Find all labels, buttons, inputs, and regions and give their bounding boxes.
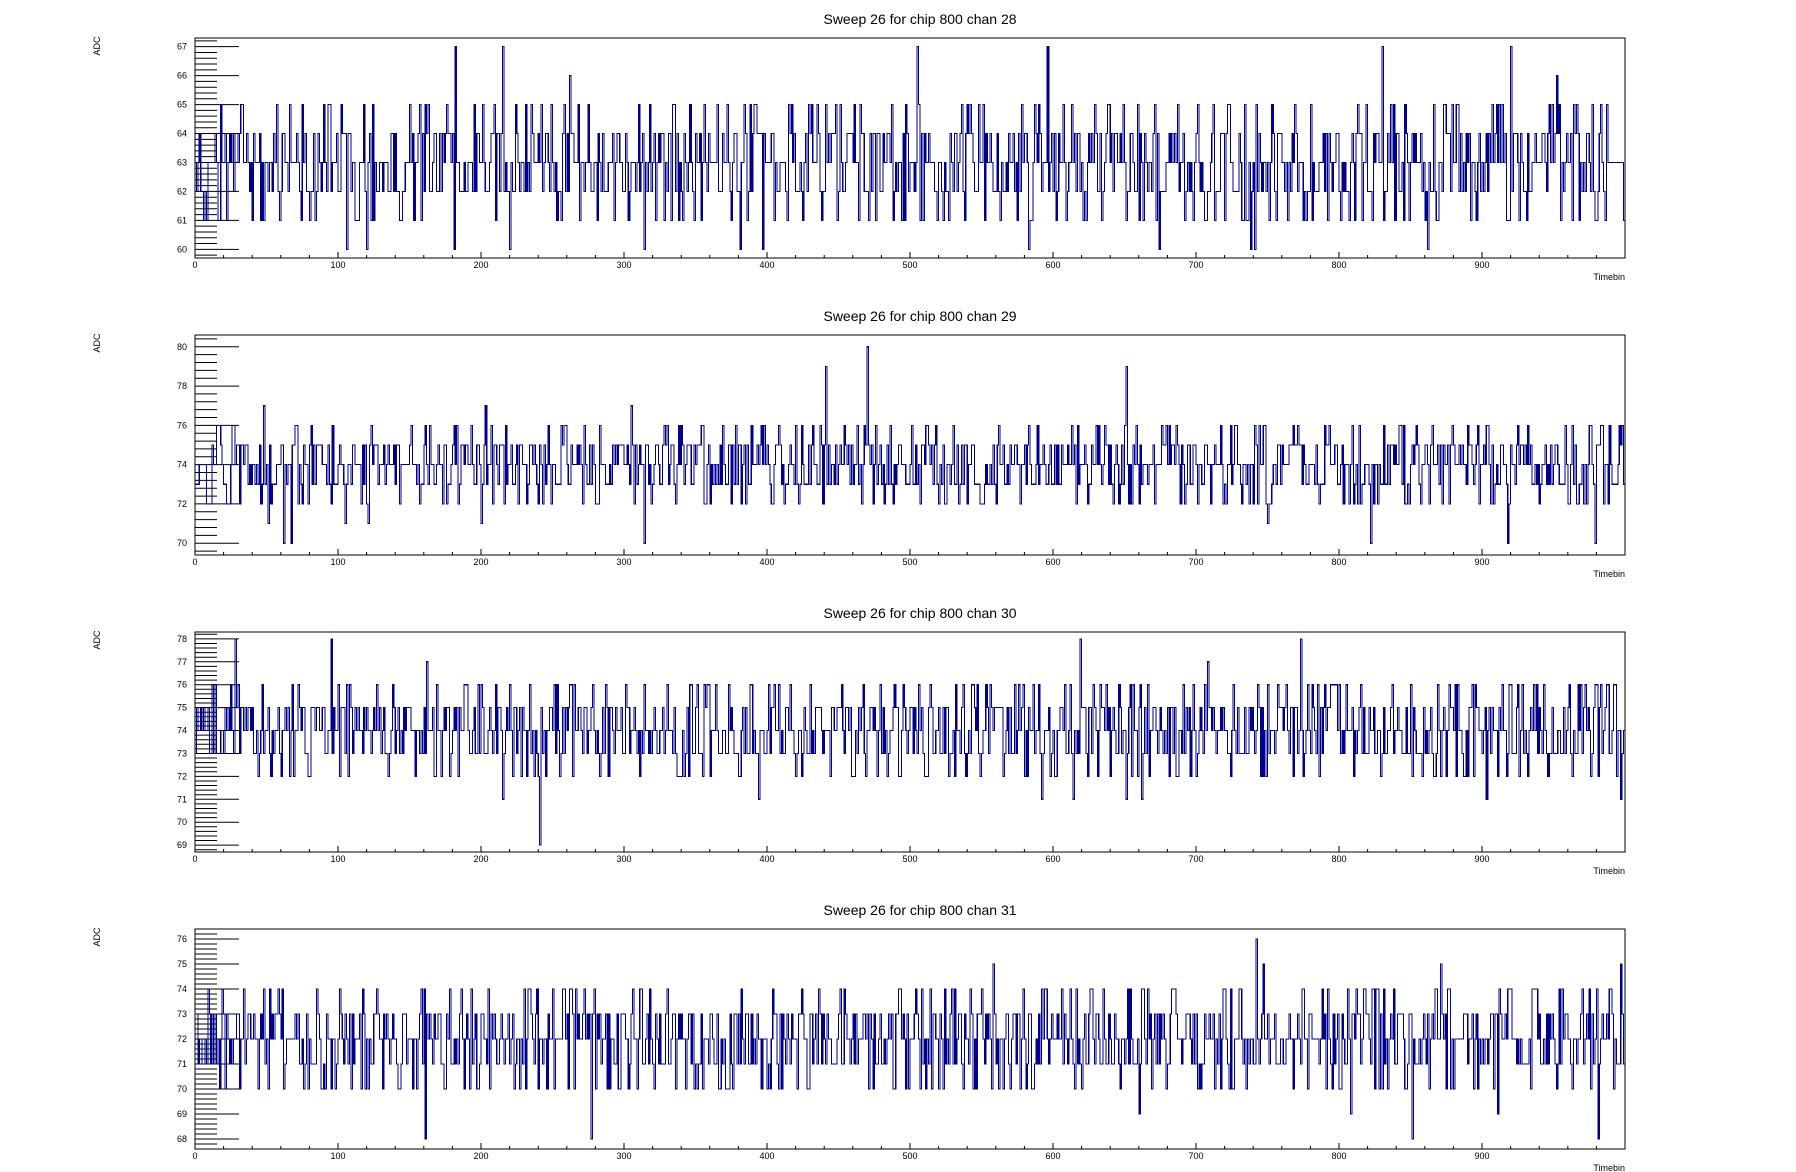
y-tick-label: 71: [177, 794, 187, 804]
x-tick-label: 0: [192, 854, 197, 864]
x-tick-label: 800: [1331, 1151, 1346, 1161]
x-tick-label: 700: [1188, 260, 1203, 270]
series-trace: [195, 46, 1625, 250]
x-tick-label: 900: [1474, 854, 1489, 864]
x-axis-title: Timebin: [1593, 569, 1625, 579]
y-tick-label: 67: [177, 42, 187, 52]
x-tick-label: 900: [1474, 1151, 1489, 1161]
chart-title: Sweep 26 for chip 800 chan 30: [823, 605, 1016, 621]
y-tick-label: 78: [177, 381, 187, 391]
x-tick-label: 900: [1474, 557, 1489, 567]
x-tick-label: 200: [473, 260, 488, 270]
y-tick-label: 80: [177, 342, 187, 352]
y-tick-label: 75: [177, 959, 187, 969]
y-tick-label: 76: [177, 934, 187, 944]
series-trace: [195, 346, 1625, 544]
x-tick-label: 200: [473, 1151, 488, 1161]
y-tick-label: 78: [177, 634, 187, 644]
x-tick-label: 300: [616, 557, 631, 567]
chart-title: Sweep 26 for chip 800 chan 31: [823, 902, 1016, 918]
x-tick-label: 100: [330, 260, 345, 270]
y-tick-label: 70: [177, 817, 187, 827]
x-tick-label: 100: [330, 557, 345, 567]
y-axis-title: ADC: [92, 36, 102, 56]
x-tick-label: 600: [1045, 557, 1060, 567]
x-tick-label: 600: [1045, 854, 1060, 864]
chart-title: Sweep 26 for chip 800 chan 29: [823, 308, 1016, 324]
x-tick-label: 0: [192, 1151, 197, 1161]
y-tick-label: 75: [177, 703, 187, 713]
y-tick-label: 65: [177, 100, 187, 110]
chart-panel-1: Sweep 26 for chip 800 chan 29 ADC Timebin 0…: [92, 308, 1626, 579]
y-tick-label: 72: [177, 771, 187, 781]
x-tick-label: 300: [616, 1151, 631, 1161]
x-tick-label: 700: [1188, 1151, 1203, 1161]
x-tick-label: 100: [330, 1151, 345, 1161]
y-tick-label: 74: [177, 726, 187, 736]
x-tick-label: 600: [1045, 1151, 1060, 1161]
x-tick-label: 400: [759, 1151, 774, 1161]
y-tick-label: 74: [177, 460, 187, 470]
y-tick-label: 64: [177, 129, 187, 139]
y-tick-label: 71: [177, 1059, 187, 1069]
x-tick-label: 400: [759, 854, 774, 864]
y-tick-label: 72: [177, 1034, 187, 1044]
x-tick-label: 700: [1188, 854, 1203, 864]
x-tick-label: 800: [1331, 854, 1346, 864]
y-tick-label: 76: [177, 680, 187, 690]
y-tick-label: 77: [177, 657, 187, 667]
y-tick-label: 70: [177, 1084, 187, 1094]
x-tick-label: 500: [902, 557, 917, 567]
x-axis-title: Timebin: [1593, 866, 1625, 876]
chart-title: Sweep 26 for chip 800 chan 28: [823, 11, 1016, 27]
chart-panel-0: Sweep 26 for chip 800 chan 28 ADC Timebin 0…: [92, 11, 1626, 282]
y-tick-label: 73: [177, 748, 187, 758]
x-tick-label: 500: [902, 854, 917, 864]
y-tick-label: 68: [177, 1134, 187, 1144]
y-tick-label: 76: [177, 420, 187, 430]
x-tick-label: 300: [616, 854, 631, 864]
x-tick-label: 800: [1331, 557, 1346, 567]
x-tick-label: 400: [759, 260, 774, 270]
x-tick-label: 500: [902, 1151, 917, 1161]
x-tick-label: 500: [902, 260, 917, 270]
y-tick-label: 72: [177, 499, 187, 509]
chart-panel-3: Sweep 26 for chip 800 chan 31 ADC Timebin 0…: [92, 902, 1626, 1172]
y-axis-title: ADC: [92, 630, 102, 650]
x-tick-label: 600: [1045, 260, 1060, 270]
x-tick-label: 700: [1188, 557, 1203, 567]
x-tick-label: 100: [330, 854, 345, 864]
y-tick-label: 69: [177, 840, 187, 850]
y-tick-label: 73: [177, 1009, 187, 1019]
x-tick-label: 400: [759, 557, 774, 567]
y-tick-label: 74: [177, 984, 187, 994]
y-tick-label: 70: [177, 538, 187, 548]
x-axis-title: Timebin: [1593, 272, 1625, 282]
y-tick-label: 61: [177, 215, 187, 225]
y-tick-label: 62: [177, 186, 187, 196]
x-tick-label: 300: [616, 260, 631, 270]
y-tick-label: 63: [177, 157, 187, 167]
series-trace: [195, 638, 1625, 846]
y-axis-title: ADC: [92, 927, 102, 947]
x-tick-label: 0: [192, 260, 197, 270]
x-tick-label: 200: [473, 854, 488, 864]
series-trace: [195, 938, 1625, 1140]
x-axis-title: Timebin: [1593, 1163, 1625, 1172]
x-tick-label: 900: [1474, 260, 1489, 270]
y-tick-label: 69: [177, 1109, 187, 1119]
y-tick-label: 66: [177, 71, 187, 81]
x-tick-label: 200: [473, 557, 488, 567]
y-tick-label: 60: [177, 244, 187, 254]
x-tick-label: 0: [192, 557, 197, 567]
y-axis-title: ADC: [92, 333, 102, 353]
x-tick-label: 800: [1331, 260, 1346, 270]
chart-panel-2: Sweep 26 for chip 800 chan 30 ADC Timebin 0…: [92, 605, 1626, 876]
